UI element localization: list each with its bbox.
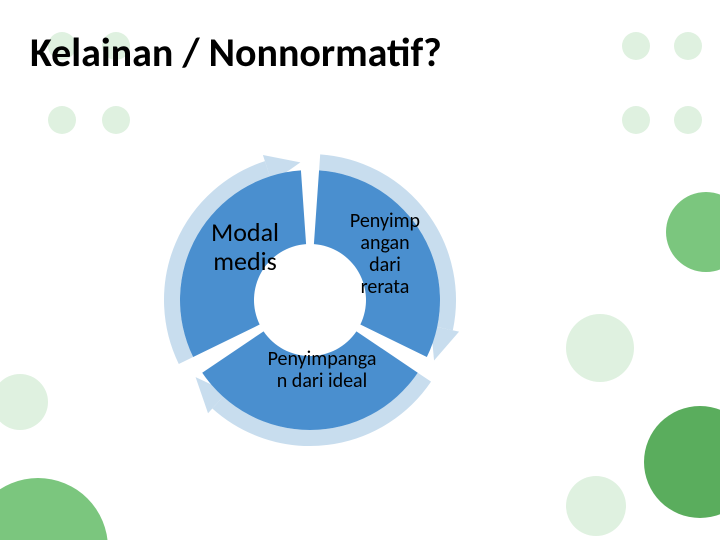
cycle-svg <box>160 150 460 450</box>
cycle-segment-label-line: angan <box>330 232 440 254</box>
decor-circle <box>674 32 702 60</box>
cycle-segment-label-line: Penyimp <box>330 210 440 232</box>
cycle-segment-label-line: n dari ideal <box>242 370 402 392</box>
decor-circle <box>0 478 108 540</box>
cycle-segment-label: Penyimpangandarirerata <box>330 210 440 298</box>
decor-circle <box>666 192 720 272</box>
cycle-segment-label-line: medis <box>190 247 300 276</box>
decor-circle <box>622 32 650 60</box>
decor-circle <box>566 476 626 536</box>
decor-circle <box>674 106 702 134</box>
decor-circle <box>102 106 130 134</box>
cycle-segment-label: Penyimpangan dari ideal <box>242 348 402 392</box>
cycle-segment-label-line: dari <box>330 254 440 276</box>
cycle-segment-label-line: rerata <box>330 276 440 298</box>
decor-circle <box>0 374 48 430</box>
decor-circle <box>622 106 650 134</box>
cycle-diagram: Penyimpangandarirerata Penyimpangan dari … <box>160 150 460 450</box>
decor-circle <box>48 106 76 134</box>
cycle-segment-label-line: Penyimpanga <box>242 348 402 370</box>
decor-circle <box>566 314 634 382</box>
cycle-segment-label: Modalmedis <box>190 218 300 275</box>
decor-circle <box>644 406 720 518</box>
cycle-segment-label-line: Modal <box>190 218 300 247</box>
page-title: Kelainan / Nonnormatif? <box>30 28 442 77</box>
